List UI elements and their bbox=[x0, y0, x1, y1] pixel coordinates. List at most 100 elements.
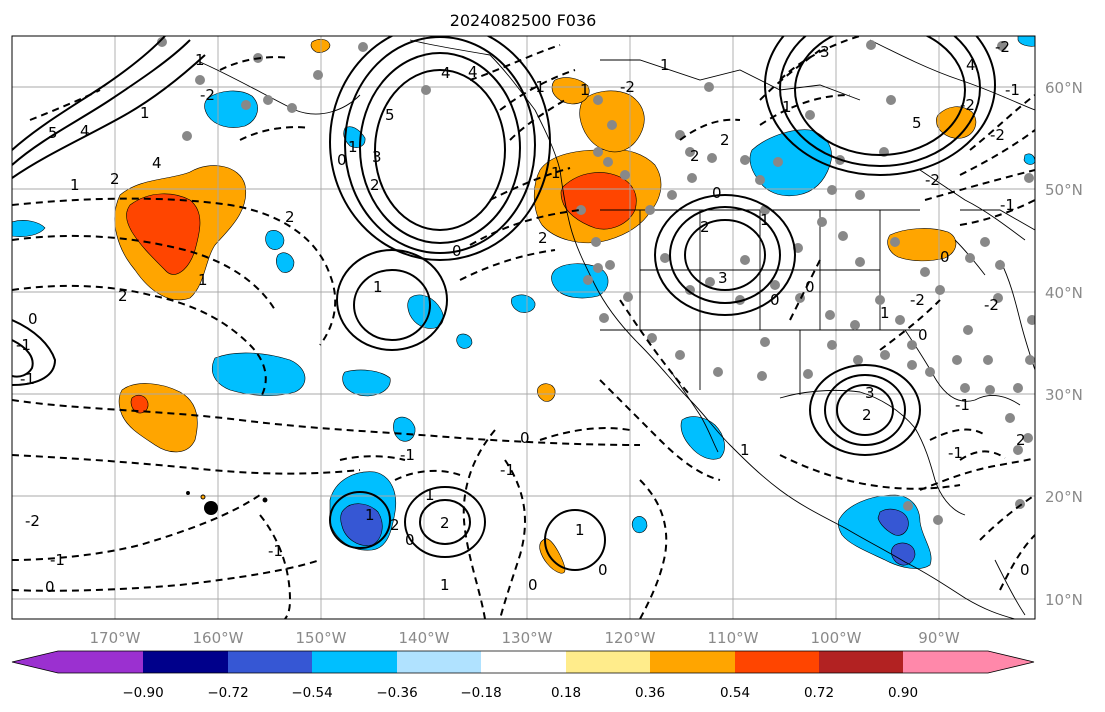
svg-text:2: 2 bbox=[720, 131, 730, 149]
svg-text:1: 1 bbox=[740, 441, 750, 459]
svg-text:110°W: 110°W bbox=[708, 629, 759, 647]
svg-text:2: 2 bbox=[118, 287, 128, 305]
contours-solid bbox=[12, 36, 996, 571]
island-hawaii-main bbox=[204, 501, 218, 515]
svg-text:60°N: 60°N bbox=[1045, 79, 1083, 97]
svg-text:0: 0 bbox=[452, 242, 462, 260]
svg-text:-2: -2 bbox=[620, 78, 635, 96]
svg-text:4: 4 bbox=[80, 122, 90, 140]
svg-text:5: 5 bbox=[48, 124, 58, 142]
colorbar-segment bbox=[903, 651, 988, 673]
svg-text:2: 2 bbox=[440, 514, 450, 532]
longitude-labels: 170°W 160°W 150°W 140°W 130°W 120°W 110°… bbox=[90, 629, 960, 647]
svg-text:2: 2 bbox=[110, 170, 120, 188]
svg-text:2: 2 bbox=[690, 147, 700, 165]
svg-text:30°N: 30°N bbox=[1045, 386, 1083, 404]
svg-text:1: 1 bbox=[425, 486, 435, 504]
map-panel: 5 4 4 1 2 4 1 2 2 1 -1 0 -1 1 0 3 1 5 4 … bbox=[12, 36, 1035, 619]
colorbar-segment bbox=[650, 651, 735, 673]
svg-text:-1: -1 bbox=[20, 370, 35, 388]
svg-text:0.54: 0.54 bbox=[720, 685, 750, 701]
svg-text:5: 5 bbox=[912, 114, 922, 132]
shade-blue-subtropics-b bbox=[342, 369, 391, 397]
shade-royal-central-america-b bbox=[891, 542, 916, 566]
svg-text:2: 2 bbox=[370, 176, 380, 194]
svg-text:4: 4 bbox=[152, 154, 162, 172]
svg-text:1: 1 bbox=[880, 304, 890, 322]
svg-text:1: 1 bbox=[580, 81, 590, 99]
svg-text:1: 1 bbox=[70, 176, 80, 194]
svg-text:1: 1 bbox=[551, 164, 561, 182]
svg-text:1: 1 bbox=[760, 211, 770, 229]
svg-text:1: 1 bbox=[440, 576, 450, 594]
svg-text:1: 1 bbox=[660, 56, 670, 74]
latitude-labels: 60°N 50°N 40°N 30°N 20°N 10°N bbox=[1045, 79, 1083, 609]
svg-text:1: 1 bbox=[365, 506, 375, 524]
svg-text:170°W: 170°W bbox=[90, 629, 141, 647]
svg-text:−0.90: −0.90 bbox=[122, 685, 163, 701]
shade-blue-california bbox=[551, 263, 609, 299]
svg-text:0: 0 bbox=[45, 578, 55, 596]
svg-text:1: 1 bbox=[782, 98, 792, 116]
colorbar-segment bbox=[735, 651, 819, 673]
svg-text:-1: -1 bbox=[500, 461, 515, 479]
shade-red-central-pacific-north bbox=[126, 193, 201, 275]
svg-text:120°W: 120°W bbox=[605, 629, 656, 647]
svg-text:50°N: 50°N bbox=[1045, 181, 1083, 199]
svg-text:-2: -2 bbox=[925, 171, 940, 189]
colorbar-segment bbox=[143, 651, 228, 673]
station-dots bbox=[157, 37, 1035, 525]
svg-text:-1: -1 bbox=[400, 446, 415, 464]
shade-orange-hudson bbox=[551, 77, 590, 105]
svg-text:-2: -2 bbox=[960, 96, 975, 114]
colorbar-extend-low bbox=[12, 651, 58, 673]
svg-text:4: 4 bbox=[468, 63, 478, 81]
svg-text:2: 2 bbox=[700, 218, 710, 236]
svg-text:−0.72: −0.72 bbox=[207, 685, 248, 701]
shade-blue-tiny-a bbox=[631, 516, 648, 534]
svg-text:3: 3 bbox=[372, 148, 382, 166]
svg-text:5: 5 bbox=[385, 106, 395, 124]
svg-text:-1: -1 bbox=[1000, 196, 1015, 214]
contours-dashed bbox=[12, 36, 1035, 619]
svg-text:150°W: 150°W bbox=[296, 629, 347, 647]
svg-text:−0.36: −0.36 bbox=[376, 685, 417, 701]
svg-text:40°N: 40°N bbox=[1045, 284, 1083, 302]
svg-text:-2: -2 bbox=[200, 86, 215, 104]
svg-text:2: 2 bbox=[285, 208, 295, 226]
svg-text:140°W: 140°W bbox=[399, 629, 450, 647]
contour-labels: 5 4 4 1 2 4 1 2 2 1 -1 0 -1 1 0 3 1 5 4 … bbox=[16, 38, 1030, 596]
svg-text:90°W: 90°W bbox=[918, 629, 960, 647]
svg-text:−0.18: −0.18 bbox=[460, 685, 501, 701]
svg-text:-1: -1 bbox=[50, 551, 65, 569]
svg-text:-2: -2 bbox=[984, 296, 999, 314]
svg-text:-2: -2 bbox=[995, 38, 1010, 56]
svg-text:0: 0 bbox=[805, 278, 815, 296]
colorbar-segments bbox=[12, 651, 1034, 673]
colorbar-segment bbox=[312, 651, 397, 673]
svg-text:20°N: 20°N bbox=[1045, 488, 1083, 506]
svg-text:−0.54: −0.54 bbox=[291, 685, 332, 701]
map-title: 2024082500 F036 bbox=[450, 11, 597, 30]
coastlines bbox=[186, 39, 1035, 619]
svg-text:0: 0 bbox=[528, 576, 538, 594]
shade-blue-small-e bbox=[393, 416, 416, 442]
colorbar: −0.90 −0.72 −0.54 −0.36 −0.18 0.18 0.36 … bbox=[11, 650, 1035, 701]
svg-text:100°W: 100°W bbox=[811, 629, 862, 647]
svg-text:-2: -2 bbox=[990, 126, 1005, 144]
svg-text:160°W: 160°W bbox=[193, 629, 244, 647]
colorbar-tick-labels: −0.90 −0.72 −0.54 −0.36 −0.18 0.18 0.36 … bbox=[122, 685, 918, 701]
svg-text:-1: -1 bbox=[16, 336, 31, 354]
colorbar-segment bbox=[228, 651, 312, 673]
svg-text:4: 4 bbox=[441, 64, 451, 82]
svg-text:1: 1 bbox=[140, 104, 150, 122]
shade-blue-plains bbox=[749, 129, 832, 197]
svg-text:-1: -1 bbox=[1005, 81, 1020, 99]
svg-text:0.90: 0.90 bbox=[888, 685, 918, 701]
svg-text:0: 0 bbox=[770, 291, 780, 309]
svg-text:2: 2 bbox=[538, 229, 548, 247]
colorbar-segment bbox=[819, 651, 903, 673]
shade-red-west-coast bbox=[560, 172, 637, 230]
svg-text:10°N: 10°N bbox=[1045, 591, 1083, 609]
